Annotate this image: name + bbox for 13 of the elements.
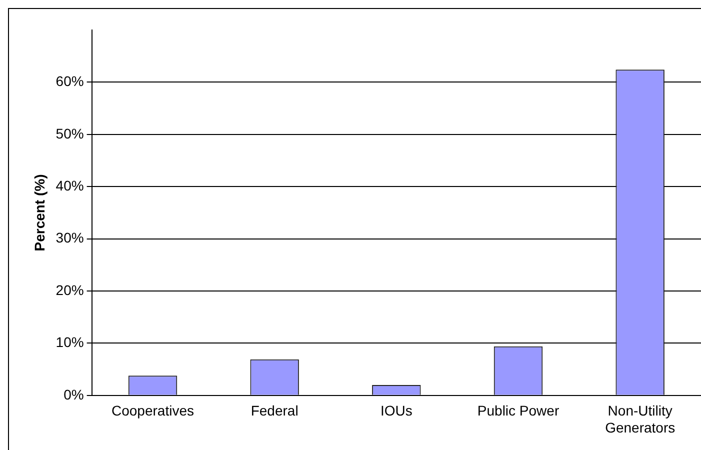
x-tick-label: Non-Utility Generators [605, 402, 676, 436]
y-tick-label: 10% [56, 334, 84, 350]
x-tick-label: Federal [250, 402, 298, 419]
y-tick-label: 50% [56, 125, 84, 142]
y-tick-label: 20% [56, 282, 84, 298]
y-tick-label: 0% [64, 386, 84, 402]
x-tick-label: Public Power [477, 402, 560, 419]
x-tick-label: Cooperatives [111, 402, 194, 419]
y-tick-label: 30% [56, 230, 84, 246]
y-tick-label: 60% [56, 73, 84, 90]
y-axis-title: Percent (%) [31, 174, 48, 252]
x-tick-label: IOUs [380, 402, 412, 419]
y-tick-label: 40% [56, 177, 84, 194]
